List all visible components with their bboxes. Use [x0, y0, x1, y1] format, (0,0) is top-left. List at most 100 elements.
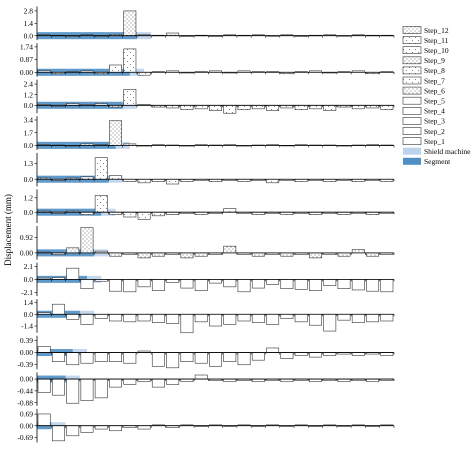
legend-label: Step_6 — [424, 86, 445, 95]
bar — [109, 120, 122, 146]
y-tick-label: 0.0 — [24, 208, 34, 217]
bar — [80, 227, 94, 254]
panel-step-9: 3.4 1.7 0.0 — [24, 116, 395, 150]
bar — [194, 352, 208, 364]
bar — [180, 352, 194, 363]
legend-swatch — [402, 127, 422, 135]
legend-item: Step_8 — [402, 66, 445, 75]
panel-step-10: 2.41.2 0.0 — [24, 79, 395, 114]
panel-step-4: 1.4 0.0 -1.4 — [21, 298, 395, 334]
y-tick-label: 1.74 — [20, 42, 33, 51]
legend-swatch — [402, 86, 422, 95]
bar — [323, 352, 337, 356]
legend-swatch — [402, 56, 422, 65]
bar — [251, 313, 265, 323]
legend-item: Step_11 — [402, 36, 449, 45]
bar — [123, 211, 137, 218]
bar — [66, 378, 80, 404]
y-tick-label: 2.4 — [24, 80, 34, 89]
bar — [151, 352, 165, 367]
bar — [309, 313, 322, 326]
bar — [151, 211, 165, 217]
bar — [251, 279, 265, 289]
bar — [137, 279, 151, 288]
bar — [223, 104, 237, 114]
bar — [209, 104, 222, 111]
bar — [251, 252, 265, 257]
bar — [137, 71, 151, 76]
bar — [380, 279, 394, 293]
bar — [337, 279, 351, 290]
panel-step-8: 1.3 0.0 — [24, 152, 395, 187]
bar — [51, 425, 65, 442]
legend-swatch — [402, 107, 422, 115]
bar — [351, 104, 365, 110]
legend-item: Step_6 — [402, 86, 445, 95]
bar — [280, 252, 294, 257]
bar — [280, 378, 294, 383]
y-tick-label: 0.87 — [20, 55, 33, 64]
y-tick-label: -0.39 — [17, 360, 33, 369]
bar — [123, 279, 137, 293]
bar — [37, 378, 51, 393]
legend-item: Step_4 — [402, 107, 445, 116]
y-tick-label: 0.00 — [20, 421, 33, 430]
bar — [166, 313, 180, 324]
legend-swatch — [402, 137, 422, 145]
legend-item: Shield machine — [403, 147, 471, 156]
bar — [223, 245, 237, 254]
y-tick-label: 0.92 — [20, 233, 33, 242]
legend-swatch — [402, 76, 422, 85]
y-tick-label: 0.0 — [24, 141, 34, 150]
bar — [51, 303, 65, 315]
bar — [51, 378, 65, 396]
bar — [266, 313, 280, 325]
y-tick-label: 1.2 — [24, 193, 34, 202]
legend-item: Step_12 — [402, 26, 449, 35]
bar — [123, 313, 137, 323]
y-tick-label: 1.4 — [24, 298, 34, 307]
y-tick-label: 0.0 — [24, 275, 34, 284]
bar — [237, 313, 251, 322]
bar — [66, 352, 80, 366]
bar — [51, 352, 65, 363]
bar — [151, 279, 165, 291]
y-tick-label: 0.0 — [24, 31, 34, 40]
legend-label: Step_7 — [424, 76, 445, 85]
bar — [66, 267, 80, 280]
y-tick-label: 2.8 — [24, 7, 34, 16]
legend-item: Step_10 — [402, 46, 449, 55]
bar — [280, 352, 294, 359]
bar — [194, 252, 208, 257]
legend-label: Step_5 — [424, 97, 445, 106]
bar — [351, 352, 365, 356]
bar — [323, 313, 337, 332]
bar — [294, 352, 308, 356]
bar — [309, 252, 322, 259]
legend-label: Step_4 — [424, 107, 445, 116]
panel-step-11: 1.74 0.87 0.00 — [20, 42, 395, 77]
y-tick-label: 2.1 — [24, 262, 34, 271]
bar — [366, 313, 380, 323]
bar — [66, 247, 80, 254]
y-tick-label: 1.3 — [24, 159, 34, 168]
bar — [80, 279, 94, 290]
legend-label: Shield machine — [424, 147, 471, 156]
bar — [137, 313, 151, 322]
y-tick-label: 0.0 — [24, 310, 34, 319]
y-tick-label: -0.69 — [17, 433, 33, 442]
y-tick-label: 0.00 — [20, 375, 33, 384]
y-tick-label: -1.4 — [21, 322, 33, 331]
bar — [351, 313, 365, 323]
y-tick-label: 1.2 — [24, 90, 34, 99]
bar — [94, 313, 108, 319]
bar — [380, 352, 394, 356]
bar — [194, 374, 208, 380]
bar — [137, 178, 151, 184]
bar — [109, 378, 122, 388]
bar — [109, 175, 122, 180]
legend: Step_12Step_11Step_10Step_9Step_8Step_7S… — [402, 26, 471, 166]
bar — [180, 279, 194, 289]
bar — [94, 157, 108, 180]
legend-swatch — [403, 157, 421, 165]
